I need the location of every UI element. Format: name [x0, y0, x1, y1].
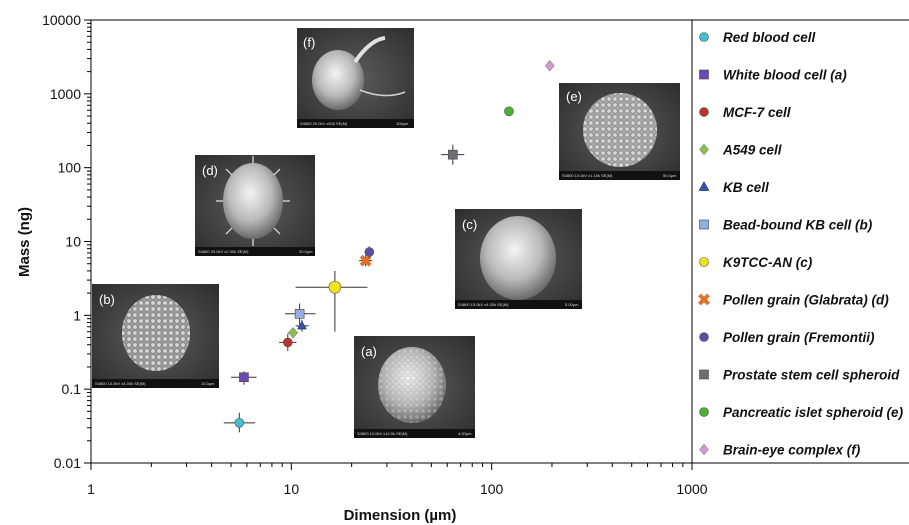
x-tick-label: 1 — [87, 481, 95, 497]
data-point-pancreatic-islet-spheroid-e — [504, 106, 514, 117]
inset-a-label: (a) — [361, 344, 377, 359]
legend-marker — [698, 293, 710, 306]
y-tick-label: 10 — [65, 234, 81, 250]
legend-item-k9tcc-an-c: K9TCC-AN (c) — [699, 255, 813, 270]
inset-f-label: (f) — [303, 35, 315, 50]
inset-c-scalebar-text: S4800 15.0kV x4.00k SE(M) — [458, 302, 509, 307]
data-point-mcf-7-cell — [279, 333, 297, 351]
point-marker — [297, 320, 307, 330]
inset-d: S4800 25.0kV x2.00k SE(M) 20.0μm (d) — [195, 155, 315, 256]
legend-label: Bead-bound KB cell (b) — [723, 218, 873, 233]
inset-a: S4800 10.0kV x12.0k SE(M) 4.00μm (a) — [354, 336, 475, 438]
inset-e-scalebar-text: S4800 10.0kV x1.10k SE(M) — [562, 173, 613, 178]
point-marker — [359, 254, 372, 267]
inset-d-scalebar-value: 20.0μm — [299, 249, 313, 254]
inset-e-label: (e) — [566, 89, 582, 104]
data-point-prostate-stem-cell-spheroid — [441, 144, 465, 165]
y-tick-label: 10000 — [42, 12, 81, 28]
inset-b-scalebar-value: 10.0μm — [201, 381, 215, 386]
x-tick-label: 100 — [480, 481, 504, 497]
legend-item-pollen-grain-fremontii: Pollen grain (Fremontii) — [699, 330, 875, 345]
legend-label: Pancreatic islet spheroid (e) — [723, 405, 904, 420]
point-marker — [239, 372, 249, 383]
y-tick-label: 100 — [58, 160, 82, 176]
inset-a-scalebar-value: 4.00μm — [458, 431, 472, 436]
legend-marker — [699, 443, 709, 456]
legend-item-mcf-7-cell: MCF-7 cell — [699, 105, 791, 120]
data-point-pollen-grain-glabrata-d — [359, 254, 373, 267]
x-tick-label: 1000 — [676, 481, 707, 497]
inset-f-scalebar-value: 100μm — [396, 121, 409, 126]
data-point-pollen-grain-fremontii — [364, 246, 375, 258]
legend-item-pancreatic-islet-spheroid-e: Pancreatic islet spheroid (e) — [699, 405, 904, 420]
point-marker — [288, 327, 298, 339]
legend-label: Prostate stem cell spheroid — [723, 368, 900, 383]
point-marker — [234, 418, 245, 428]
legend-item-white-blood-cell-a: White blood cell (a) — [699, 68, 847, 83]
legend-item-pollen-grain-glabrata-d: Pollen grain (Glabrata) (d) — [698, 293, 889, 308]
legend-item-kb-cell: KB cell — [698, 180, 769, 195]
legend-marker — [698, 181, 710, 191]
y-tick-label: 0.01 — [54, 455, 81, 471]
data-point-a549-cell — [287, 327, 299, 339]
point-marker — [544, 59, 555, 72]
legend-marker — [699, 407, 709, 417]
inset-e: S4800 10.0kV x1.10k SE(M) 50.0μm (e) — [559, 83, 680, 180]
legend-label: KB cell — [723, 180, 769, 195]
legend-marker — [699, 107, 709, 117]
point-marker — [448, 149, 458, 160]
legend-item-bead-bound-kb-cell-b: Bead-bound KB cell (b) — [699, 218, 873, 233]
point-marker — [294, 308, 305, 319]
legend-label: Red blood cell — [723, 30, 816, 45]
legend-label: Pollen grain (Fremontii) — [723, 330, 875, 345]
legend-item-red-blood-cell: Red blood cell — [699, 30, 816, 45]
inset-d-scalebar-text: S4800 25.0kV x2.00k SE(M) — [198, 249, 249, 254]
inset-c: S4800 15.0kV x4.00k SE(M) 5.00μm (c) — [455, 209, 582, 309]
inset-f: S4800 25.0kV x500 SE(M) 100μm (f) — [297, 28, 414, 128]
inset-e-scalebar-value: 50.0μm — [663, 173, 677, 178]
x-tick-label: 10 — [284, 481, 300, 497]
data-point-white-blood-cell-a — [231, 371, 257, 385]
legend-marker — [699, 219, 709, 230]
legend-label: Pollen grain (Glabrata) (d) — [723, 293, 889, 308]
legend-label: White blood cell (a) — [723, 68, 847, 83]
inset-b-scalebar-text: S4800 10.0kV x4.00k SE(M) — [95, 381, 146, 386]
inset-f-scalebar-text: S4800 25.0kV x500 SE(M) — [300, 121, 348, 126]
y-tick-label: 1000 — [50, 86, 81, 102]
data-point-kb-cell — [295, 319, 309, 332]
legend-marker — [699, 69, 709, 80]
legend-label: Brain-eye complex (f) — [723, 443, 861, 458]
legend-marker — [699, 32, 709, 42]
point-marker — [364, 247, 375, 257]
inset-b: S4800 10.0kV x4.00k SE(M) 10.0μm (b) — [92, 284, 219, 388]
legend-label: A549 cell — [722, 143, 782, 158]
data-point-brain-eye-complex-f — [544, 59, 555, 72]
point-marker — [504, 106, 514, 117]
y-axis-title: Mass (ng) — [16, 207, 33, 277]
legend-label: MCF-7 cell — [723, 105, 791, 120]
legend-marker — [699, 257, 709, 267]
legend-item-brain-eye-complex-f: Brain-eye complex (f) — [699, 443, 861, 458]
inset-c-label: (c) — [462, 217, 477, 232]
legend-item-prostate-stem-cell-spheroid: Prostate stem cell spheroid — [699, 368, 900, 383]
y-tick-label: 0.1 — [62, 381, 82, 397]
inset-d-label: (d) — [202, 163, 218, 178]
legend-marker — [699, 143, 709, 156]
inset-b-label: (b) — [99, 292, 115, 307]
inset-c-scalebar-value: 5.00μm — [565, 302, 579, 307]
point-marker — [328, 280, 342, 294]
point-marker — [282, 337, 293, 348]
legend-marker — [699, 332, 709, 342]
legend-box — [691, 19, 909, 464]
data-point-red-blood-cell — [223, 412, 256, 433]
legend-marker — [699, 369, 709, 380]
legend-item-a549-cell: A549 cell — [699, 143, 782, 158]
legend-label: K9TCC-AN (c) — [723, 255, 813, 270]
x-axis-title: Dimension (µm) — [344, 507, 457, 524]
data-point-k9tcc-an-c — [295, 270, 368, 332]
y-tick-label: 1 — [73, 307, 81, 323]
inset-a-scalebar-text: S4800 10.0kV x12.0k SE(M) — [357, 431, 408, 436]
data-point-bead-bound-kb-cell-b — [285, 303, 316, 325]
